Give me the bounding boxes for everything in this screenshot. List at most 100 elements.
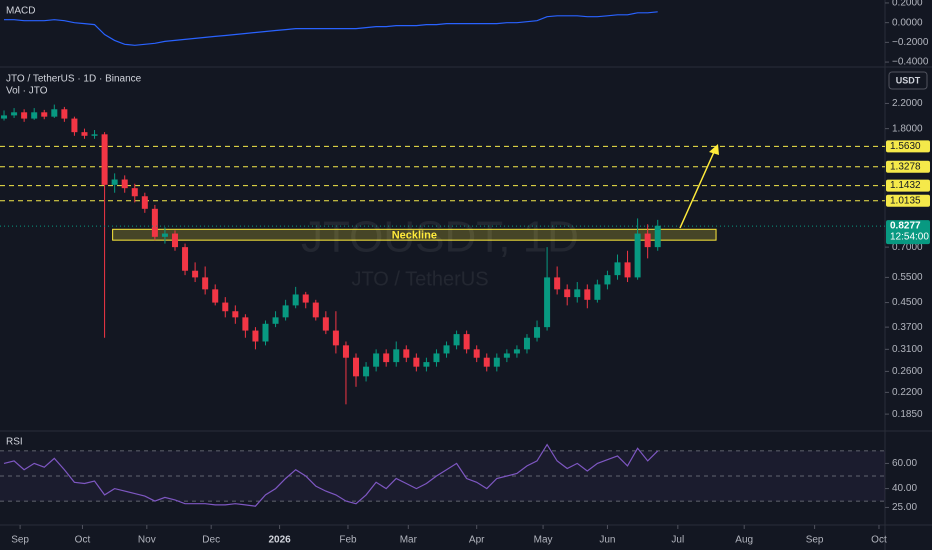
candle-body	[161, 233, 168, 237]
x-tick-label: Sep	[11, 535, 29, 546]
candle-body	[453, 334, 460, 346]
candle-body	[363, 366, 370, 377]
rsi-tick-label: 40.00	[892, 483, 917, 494]
x-tick-label: May	[534, 535, 553, 546]
macd-tick-label: 0.0000	[892, 17, 923, 28]
candle-body	[111, 179, 118, 185]
candle-body	[141, 196, 148, 209]
x-tick-label: Jul	[671, 535, 684, 546]
candle-body	[182, 247, 189, 271]
candle-body	[151, 208, 158, 237]
level-label-box	[886, 194, 930, 207]
price-label-box	[886, 220, 930, 245]
y-tick-label: 0.5500	[892, 272, 923, 283]
candle-body	[654, 225, 661, 248]
candle-body	[544, 277, 551, 328]
arrow	[679, 151, 715, 229]
candle-body	[252, 330, 259, 342]
x-tick-label: Apr	[469, 535, 485, 546]
candle-body	[433, 353, 440, 363]
candle-body	[212, 289, 219, 303]
candle-body	[31, 112, 38, 119]
candle-body	[534, 327, 541, 338]
candle-body	[121, 179, 128, 189]
x-tick-label: Oct	[75, 535, 91, 546]
candle-body	[171, 233, 178, 248]
candle-body	[21, 112, 28, 119]
level-label: 1.0135	[890, 195, 921, 206]
y-tick-label: 0.2200	[892, 387, 923, 398]
candle-body	[644, 233, 651, 248]
candle-body	[61, 109, 68, 119]
candle-body	[634, 233, 641, 278]
candle-body	[584, 289, 591, 300]
candle-body	[131, 188, 138, 197]
candle-body	[493, 357, 500, 367]
candle-body	[91, 134, 98, 136]
x-tick-label: Mar	[400, 535, 418, 546]
price-label: 0.8277	[890, 221, 921, 232]
candle-body	[1, 115, 8, 119]
candle-body	[383, 353, 390, 363]
rsi-tick-label: 25.00	[892, 502, 917, 513]
macd-tick-label: −0.4000	[892, 57, 929, 68]
watermark: JTOUSDT, 1D	[301, 213, 579, 262]
candle-body	[302, 294, 309, 303]
candle-body	[292, 294, 299, 306]
candle-body	[272, 317, 279, 324]
candle-body	[423, 362, 430, 367]
candle-body	[554, 277, 561, 290]
rsi-tick-label: 60.00	[892, 458, 917, 469]
candle-body	[192, 270, 199, 278]
candle-body	[624, 262, 631, 278]
macd-tick-label: 0.2000	[892, 0, 923, 9]
candle-body	[393, 349, 400, 363]
arrow-head	[709, 144, 719, 155]
level-label: 1.1432	[890, 180, 921, 191]
x-tick-label: Feb	[339, 535, 357, 546]
candle-body	[262, 323, 269, 342]
currency[interactable]: USDT	[896, 75, 921, 85]
y-tick-label: 0.3100	[892, 344, 923, 355]
candle-body	[342, 345, 349, 358]
y-tick-label: 0.3700	[892, 322, 923, 333]
currency-box[interactable]	[888, 71, 928, 90]
candle-body	[232, 311, 239, 318]
pane-title: JTO / TetherUS · 1D · Binance	[6, 74, 142, 85]
level-label-box	[886, 179, 930, 192]
candle-body	[373, 353, 380, 367]
candle-body	[353, 357, 360, 377]
candle-body	[322, 317, 329, 331]
y-tick-label: 2.2000	[892, 98, 923, 109]
y-tick-label: 0.7000	[892, 242, 923, 253]
rsi-line	[3, 443, 659, 507]
level-label-box	[886, 160, 930, 173]
level-label-box	[886, 140, 930, 153]
x-tick-label: Dec	[202, 535, 220, 546]
candle-body	[443, 345, 450, 354]
candle-body	[332, 330, 339, 346]
candle-body	[71, 118, 78, 133]
neckline-label: Neckline	[392, 230, 437, 242]
x-tick-label: Sep	[806, 535, 824, 546]
candle-body	[51, 109, 58, 117]
candle-body	[81, 132, 88, 136]
candle-body	[403, 349, 410, 358]
x-tick-label: 2026	[268, 535, 291, 546]
y-tick-label: 0.2600	[892, 366, 923, 377]
y-tick-label: 1.8000	[892, 123, 923, 134]
level-label: 1.5630	[890, 141, 921, 152]
candle-body	[523, 337, 530, 350]
x-tick-label: Jun	[599, 535, 615, 546]
candle-body	[242, 317, 249, 331]
rsi-title: RSI	[6, 437, 23, 448]
macd-tick-label: −0.2000	[892, 37, 929, 48]
candle-body	[513, 349, 520, 354]
x-tick-label: Aug	[735, 535, 753, 546]
candle-body	[483, 357, 490, 367]
x-tick-label: Nov	[138, 535, 156, 546]
candle-body	[312, 302, 319, 318]
y-tick-label: 0.1850	[892, 409, 923, 420]
